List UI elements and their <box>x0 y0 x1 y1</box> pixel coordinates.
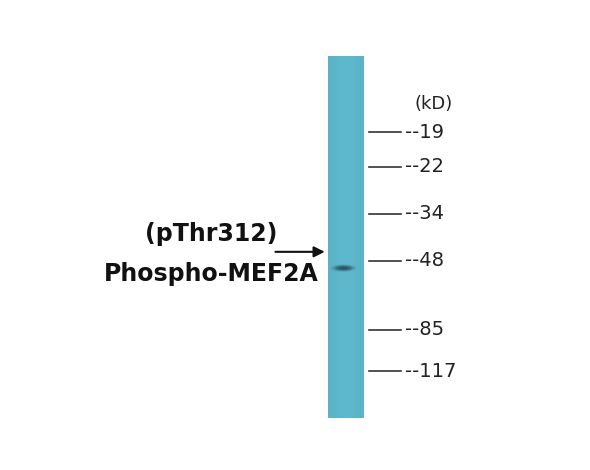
Ellipse shape <box>333 265 353 271</box>
Ellipse shape <box>335 266 352 270</box>
Bar <box>363 56 364 418</box>
Ellipse shape <box>339 267 348 269</box>
Ellipse shape <box>331 265 356 272</box>
Bar <box>355 56 356 418</box>
Text: --117: --117 <box>405 362 457 381</box>
Bar <box>335 56 336 418</box>
Bar <box>332 56 333 418</box>
Text: Phospho-MEF2A: Phospho-MEF2A <box>104 261 318 286</box>
Bar <box>360 56 361 418</box>
Bar <box>359 56 360 418</box>
Bar <box>333 56 335 418</box>
Text: (pThr312): (pThr312) <box>145 222 277 246</box>
Bar <box>358 56 359 418</box>
Text: --34: --34 <box>405 204 444 223</box>
Bar <box>361 56 363 418</box>
Bar <box>356 56 358 418</box>
Bar <box>330 56 332 418</box>
Text: (kD): (kD) <box>414 95 453 113</box>
Text: --48: --48 <box>405 251 444 270</box>
Text: --85: --85 <box>405 320 444 339</box>
Text: --22: --22 <box>405 157 444 176</box>
Bar <box>337 56 339 418</box>
Bar <box>353 56 355 418</box>
Text: --19: --19 <box>405 123 444 142</box>
Bar <box>327 56 329 418</box>
Ellipse shape <box>337 266 350 270</box>
Bar <box>329 56 330 418</box>
Bar <box>336 56 337 418</box>
Bar <box>327 56 364 418</box>
